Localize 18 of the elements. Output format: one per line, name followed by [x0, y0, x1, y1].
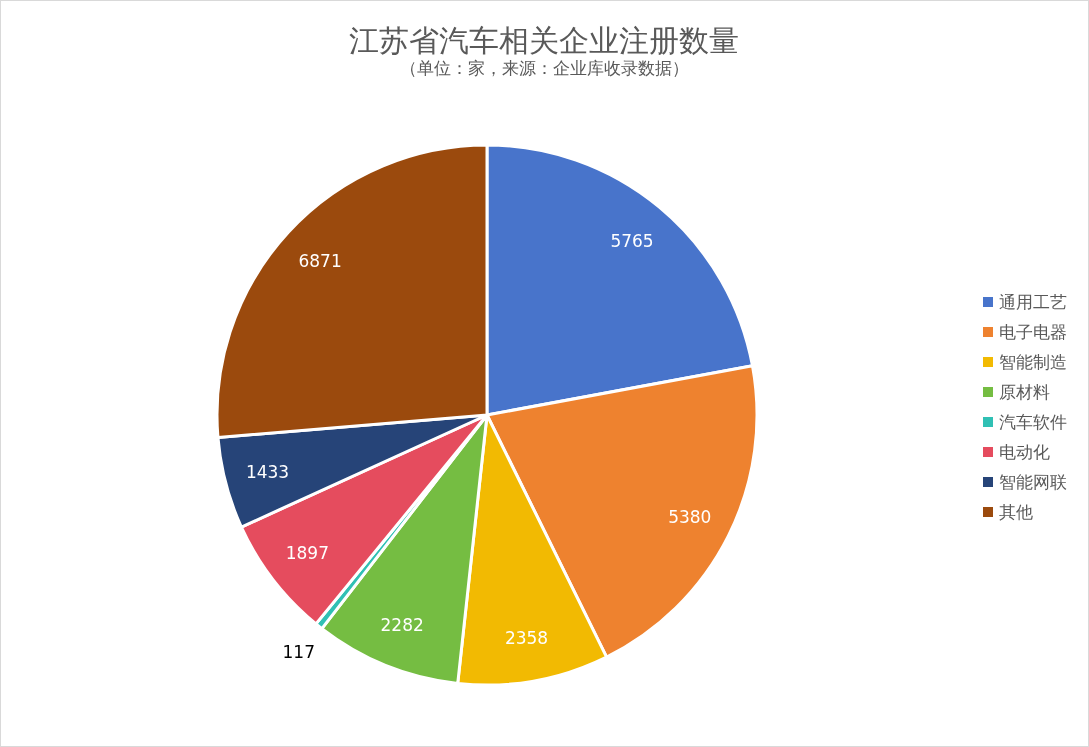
legend-label: 电子电器	[999, 322, 1067, 342]
data-label: 5380	[668, 506, 712, 527]
data-label: 5765	[610, 230, 654, 251]
data-label: 6871	[298, 251, 342, 272]
legend-label: 其他	[999, 502, 1033, 522]
data-label: 2358	[504, 628, 549, 649]
data-label: 2282	[380, 615, 424, 636]
legend-label: 智能制造	[999, 352, 1067, 372]
legend-label: 原材料	[999, 382, 1050, 402]
data-label: 117	[282, 641, 315, 662]
legend-label: 汽车软件	[999, 412, 1067, 432]
legend-label: 通用工艺	[999, 292, 1067, 312]
chart-subtitle: （单位：家，来源：企业库收录数据）	[399, 58, 689, 78]
data-label: 1897	[285, 543, 329, 564]
legend-label: 智能网联	[999, 472, 1067, 492]
legend-label: 电动化	[999, 442, 1050, 462]
chart-title: 江苏省汽车相关企业注册数量	[349, 22, 739, 58]
data-label: 1433	[245, 462, 290, 483]
